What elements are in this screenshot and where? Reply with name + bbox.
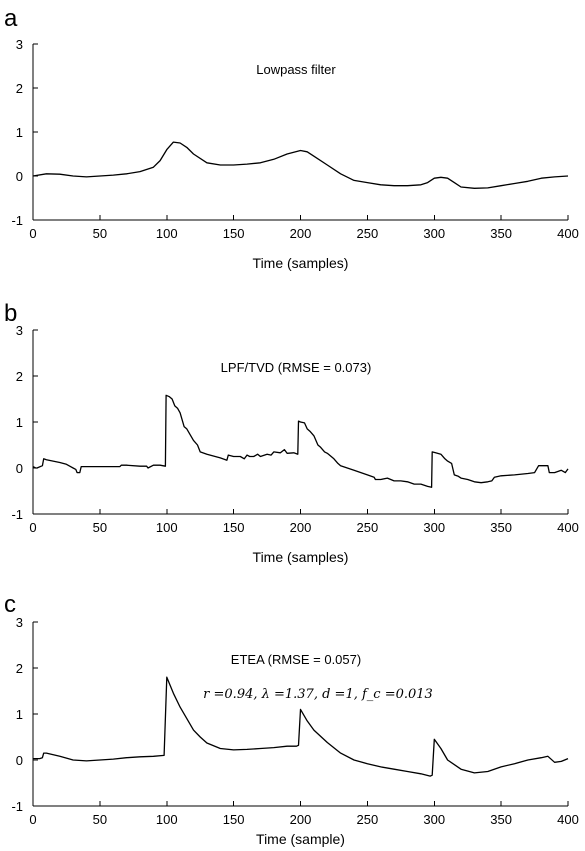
y-tick-label: 3 bbox=[16, 615, 23, 630]
y-tick-label: 1 bbox=[16, 125, 23, 140]
x-tick-label: 300 bbox=[423, 520, 445, 535]
y-tick-label: 0 bbox=[16, 461, 23, 476]
x-tick-label: 250 bbox=[357, 812, 379, 827]
x-tick-label: 350 bbox=[490, 812, 512, 827]
y-tick-label: 2 bbox=[16, 369, 23, 384]
y-tick-label: 0 bbox=[16, 753, 23, 768]
x-tick-label: 300 bbox=[423, 812, 445, 827]
x-axis-title: Time (samples) bbox=[253, 549, 349, 565]
chart-panel-a: a 0 50 100 150 200 250 300 350 400 -1 0 1 2 3 Time (sam… bbox=[4, 5, 579, 271]
x-tick-label: 50 bbox=[93, 812, 107, 827]
panel-label: b bbox=[4, 300, 17, 327]
x-tick-label: 100 bbox=[156, 520, 178, 535]
x-tick-label: 150 bbox=[223, 812, 245, 827]
x-tick-label: 200 bbox=[290, 520, 312, 535]
x-tick-label: 250 bbox=[357, 520, 379, 535]
y-tick-label: 3 bbox=[16, 323, 23, 338]
x-tick-label: 150 bbox=[223, 520, 245, 535]
y-tick-label: -1 bbox=[11, 799, 23, 814]
panel-title: LPF/TVD (RMSE = 0.073) bbox=[221, 360, 372, 375]
x-axis-title: Time (samples) bbox=[253, 255, 349, 271]
x-tick-label: 0 bbox=[29, 812, 36, 827]
y-tick-label: 1 bbox=[16, 707, 23, 722]
x-tick-label: 350 bbox=[490, 226, 512, 241]
y-tick-label: 2 bbox=[16, 81, 23, 96]
y-tick-label: 3 bbox=[16, 37, 23, 52]
series-line-b-0 bbox=[32, 394, 569, 488]
x-tick-label: 400 bbox=[557, 812, 579, 827]
x-tick-label: 200 bbox=[290, 812, 312, 827]
x-tick-label: 0 bbox=[29, 226, 36, 241]
x-tick-label: 50 bbox=[93, 226, 107, 241]
x-tick-label: 400 bbox=[557, 520, 579, 535]
panel-label: a bbox=[4, 5, 18, 32]
x-tick-label: 100 bbox=[156, 812, 178, 827]
x-tick-label: 250 bbox=[357, 226, 379, 241]
x-tick-label: 350 bbox=[490, 520, 512, 535]
x-tick-label: 150 bbox=[223, 226, 245, 241]
x-tick-label: 0 bbox=[29, 520, 36, 535]
y-tick-label: 0 bbox=[16, 169, 23, 184]
panel-label: c bbox=[4, 591, 16, 618]
panel-title: Lowpass filter bbox=[256, 62, 336, 77]
y-tick-label: 1 bbox=[16, 415, 23, 430]
y-tick-label: -1 bbox=[11, 507, 23, 522]
parameter-annotation: r =0.94, λ =1.37, d =1, f_c =0.013 bbox=[203, 687, 433, 702]
x-axis-title: Time (sample) bbox=[256, 831, 345, 847]
x-tick-label: 400 bbox=[557, 226, 579, 241]
chart-panel-c: c 0 50 100 150 200 250 300 350 400 -1 0 1 2 3 Time (sam… bbox=[4, 591, 579, 847]
x-tick-label: 300 bbox=[423, 226, 445, 241]
y-tick-label: -1 bbox=[11, 213, 23, 228]
series-line-a-0 bbox=[32, 141, 569, 189]
x-tick-label: 50 bbox=[93, 520, 107, 535]
x-tick-label: 200 bbox=[290, 226, 312, 241]
chart-panel-b: b 0 50 100 150 200 250 300 350 400 -1 0 1 2 3 Time (sam… bbox=[4, 300, 579, 565]
series-line-c-0 bbox=[33, 676, 569, 777]
x-tick-label: 100 bbox=[156, 226, 178, 241]
y-tick-label: 2 bbox=[16, 661, 23, 676]
panel-title: ETEA (RMSE = 0.057) bbox=[231, 652, 361, 667]
